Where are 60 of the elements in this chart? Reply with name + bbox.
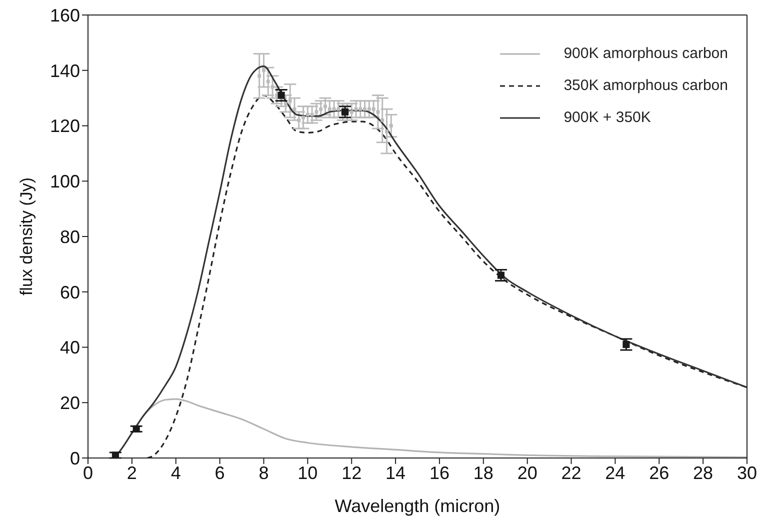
point	[372, 107, 376, 111]
y-tick-label: 20	[60, 393, 80, 414]
point	[284, 102, 288, 106]
point	[258, 74, 262, 78]
x-tick-label: 22	[561, 462, 582, 483]
y-tick-label: 120	[50, 116, 80, 136]
point	[314, 110, 318, 114]
x-tick-label: 2	[126, 462, 137, 483]
point	[278, 92, 285, 99]
x-tick-label: 6	[214, 462, 225, 483]
y-tick-label: 160	[50, 5, 80, 26]
point	[306, 112, 310, 116]
point	[380, 118, 384, 122]
x-tick-label: 16	[429, 462, 450, 483]
x-tick-label: 18	[473, 462, 494, 483]
legend-label: 350K amorphous carbon	[564, 76, 728, 96]
point	[302, 116, 306, 120]
x-tick-label: 8	[258, 462, 269, 483]
point	[328, 107, 332, 111]
x-tick-label: 28	[693, 462, 714, 483]
point	[497, 272, 505, 279]
point	[350, 110, 354, 114]
point	[376, 110, 380, 114]
x-tick-label: 24	[605, 462, 626, 483]
point	[622, 340, 630, 348]
point	[332, 107, 336, 111]
point	[266, 80, 270, 84]
y-tick-label: 0	[70, 448, 80, 468]
point	[358, 107, 362, 111]
point	[367, 107, 371, 111]
x-tick-label: 20	[517, 462, 538, 483]
point	[324, 104, 327, 108]
point	[297, 118, 301, 122]
point	[132, 425, 140, 432]
point	[288, 99, 292, 103]
x-tick-label: 10	[298, 462, 318, 483]
x-tick-label: 14	[386, 462, 406, 483]
y-axis-title: flux density (Jy)	[17, 177, 36, 296]
point	[310, 112, 314, 116]
point	[363, 107, 367, 111]
x-tick-label: 30	[736, 462, 758, 483]
point	[385, 130, 388, 134]
y-tick-label: 140	[50, 60, 80, 81]
point	[112, 452, 119, 458]
point	[336, 107, 340, 111]
point	[389, 124, 393, 128]
point	[319, 107, 323, 111]
y-tick-label: 40	[60, 338, 80, 358]
point	[341, 108, 349, 116]
x-tick-label: 12	[342, 462, 362, 483]
legend-label: 900K amorphous carbon	[564, 44, 728, 64]
y-tick-label: 60	[60, 282, 80, 302]
y-tick-label: 80	[60, 226, 80, 247]
x-tick-label: 26	[649, 462, 670, 483]
x-tick-label: 4	[170, 462, 181, 483]
legend-label: 900K + 350K	[564, 108, 651, 128]
y-tick-label: 100	[50, 172, 80, 192]
x-tick-label: 0	[82, 462, 94, 483]
point	[262, 68, 266, 72]
x-axis-title: Wavelength (micron)	[334, 496, 500, 516]
